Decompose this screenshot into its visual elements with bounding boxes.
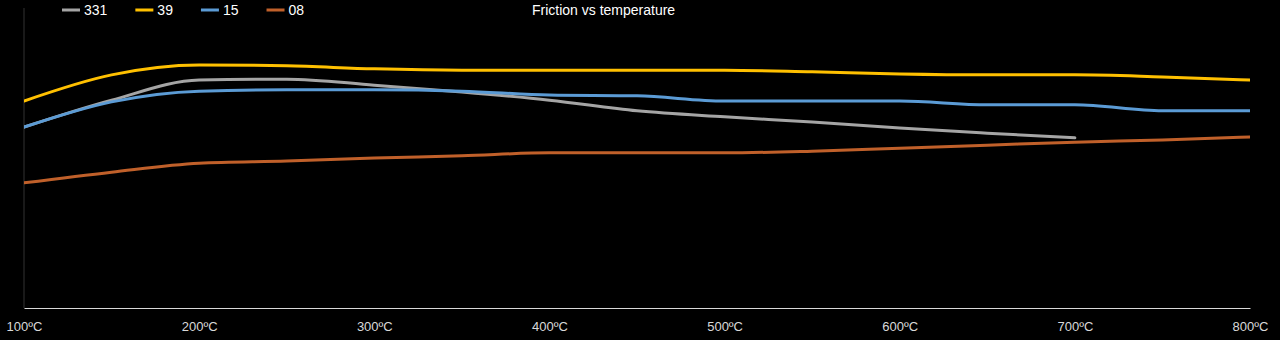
lines bbox=[24, 65, 1250, 183]
legend: 331 39 15 08 bbox=[62, 2, 304, 18]
y-axis-line bbox=[24, 8, 25, 308]
legend-swatch bbox=[135, 9, 153, 12]
legend-swatch bbox=[62, 9, 80, 12]
x-tick: 700ºC bbox=[1057, 308, 1093, 334]
x-tick-label: 100ºC bbox=[7, 319, 43, 334]
x-tick: 800ºC bbox=[1233, 308, 1269, 334]
chart: 100ºC 200ºC 300ºC 400ºC 500ºC 600ºC 700ºC 800ºC… bbox=[0, 0, 1280, 340]
legend-label: 15 bbox=[223, 2, 239, 18]
x-tick-label: 600ºC bbox=[882, 319, 918, 334]
series-line bbox=[24, 79, 1075, 138]
legend-swatch bbox=[201, 9, 219, 12]
legend-item: 331 bbox=[62, 2, 108, 18]
x-tick: 400ºC bbox=[532, 308, 568, 334]
x-axis: 100ºC 200ºC 300ºC 400ºC 500ºC 600ºC 700ºC 800ºC bbox=[7, 308, 1269, 334]
x-tick-label: 400ºC bbox=[532, 319, 568, 334]
x-tick-label: 700ºC bbox=[1057, 319, 1093, 334]
title: Friction vs temperature bbox=[532, 2, 675, 18]
legend-label: 331 bbox=[84, 2, 108, 18]
x-tick: 600ºC bbox=[882, 308, 918, 334]
x-tick: 300ºC bbox=[357, 308, 393, 334]
x-axis-line bbox=[25, 308, 1251, 309]
x-tick-label: 300ºC bbox=[357, 319, 393, 334]
x-tick-label: 500ºC bbox=[707, 319, 743, 334]
x-tick-label: 800ºC bbox=[1233, 319, 1269, 334]
legend-item: 08 bbox=[267, 2, 305, 18]
legend-swatch bbox=[267, 9, 285, 12]
x-tick: 200ºC bbox=[182, 308, 218, 334]
x-tick: 500ºC bbox=[707, 308, 743, 334]
series-line bbox=[24, 137, 1250, 183]
legend-label: 39 bbox=[157, 2, 173, 18]
x-tick: 100ºC bbox=[7, 308, 43, 334]
legend-item: 15 bbox=[201, 2, 239, 18]
legend-label: 08 bbox=[289, 2, 305, 18]
legend-item: 39 bbox=[135, 2, 173, 18]
plot: 100ºC 200ºC 300ºC 400ºC 500ºC 600ºC 700ºC 800ºC bbox=[7, 8, 1269, 334]
x-tick-label: 200ºC bbox=[182, 319, 218, 334]
series-line bbox=[24, 90, 1250, 127]
